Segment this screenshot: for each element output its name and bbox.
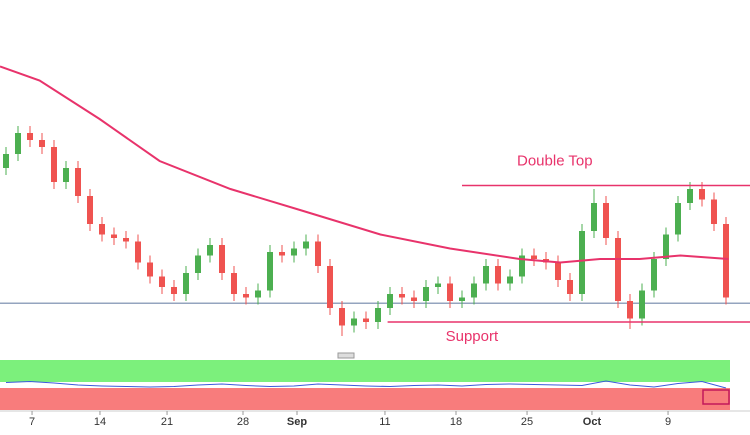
candle-body <box>87 196 93 224</box>
candle-body <box>507 276 513 284</box>
level-label: Support <box>446 328 499 345</box>
candle-body <box>603 203 609 238</box>
rsi-upper-zone <box>0 360 730 382</box>
candle-body <box>699 189 705 200</box>
candle-body <box>711 199 717 224</box>
candle-body <box>291 248 297 256</box>
candle-body <box>99 224 105 235</box>
candle-body <box>315 241 321 266</box>
rsi-lower-zone <box>0 388 730 410</box>
candle-body <box>531 255 537 259</box>
candle-body <box>183 273 189 294</box>
candle-body <box>339 308 345 326</box>
panel-handle[interactable] <box>337 352 355 359</box>
candle-body <box>171 287 177 294</box>
candle-body <box>363 318 369 322</box>
candle-body <box>219 245 225 273</box>
candle-body <box>267 252 273 291</box>
candle-body <box>567 280 573 294</box>
candle-body <box>471 283 477 298</box>
candle-body <box>447 283 453 301</box>
candle-body <box>3 154 9 168</box>
candle-body <box>123 238 129 242</box>
candle-body <box>435 283 441 287</box>
candle-body <box>627 301 633 319</box>
candle-body <box>459 297 465 301</box>
candle-body <box>15 133 21 154</box>
x-tick-label: 7 <box>29 416 35 428</box>
candle-body <box>135 241 141 263</box>
candle-body <box>687 189 693 203</box>
candle-body <box>375 308 381 322</box>
candle-body <box>75 168 81 196</box>
candle-body <box>39 140 45 147</box>
candle-body <box>639 290 645 319</box>
candle-body <box>27 133 33 140</box>
candle-body <box>615 238 621 301</box>
level-label: Double Top <box>517 153 593 170</box>
x-tick-label: 25 <box>521 416 533 428</box>
candle-body <box>399 294 405 298</box>
x-tick-label: 28 <box>237 416 249 428</box>
candle-body <box>255 290 261 298</box>
candle-body <box>591 203 597 231</box>
candle-body <box>411 297 417 301</box>
x-tick-label: 9 <box>665 416 671 428</box>
x-tick-label: Oct <box>583 416 602 428</box>
candle-body <box>63 168 69 182</box>
candle-body <box>351 318 357 326</box>
candle-body <box>723 224 729 298</box>
candle-body <box>327 266 333 308</box>
candle-body <box>483 266 489 284</box>
candle-body <box>243 294 249 298</box>
x-tick-label: Sep <box>287 416 307 428</box>
candle-body <box>147 262 153 277</box>
x-tick-label: 18 <box>450 416 462 428</box>
candle-body <box>51 147 57 182</box>
rsi-marker <box>702 389 730 405</box>
candle-body <box>159 276 165 287</box>
candle-body <box>651 259 657 291</box>
candle-body <box>207 245 213 256</box>
candle-body <box>111 234 117 238</box>
x-tick-label: 21 <box>161 416 173 428</box>
rsi-line <box>5 380 727 389</box>
candle-body <box>579 231 585 294</box>
moving-average <box>0 65 729 264</box>
x-tick-label: 14 <box>94 416 106 428</box>
candle-body <box>555 262 561 280</box>
candle-body <box>303 241 309 249</box>
x-tick-label: 11 <box>379 416 390 428</box>
candle-body <box>195 255 201 273</box>
candle-body <box>663 234 669 259</box>
candle-body <box>231 273 237 294</box>
candle-body <box>387 294 393 308</box>
candle-body <box>675 203 681 235</box>
candle-body <box>279 252 285 256</box>
candle-body <box>495 266 501 284</box>
candle-body <box>519 255 525 277</box>
candle-body <box>423 287 429 301</box>
